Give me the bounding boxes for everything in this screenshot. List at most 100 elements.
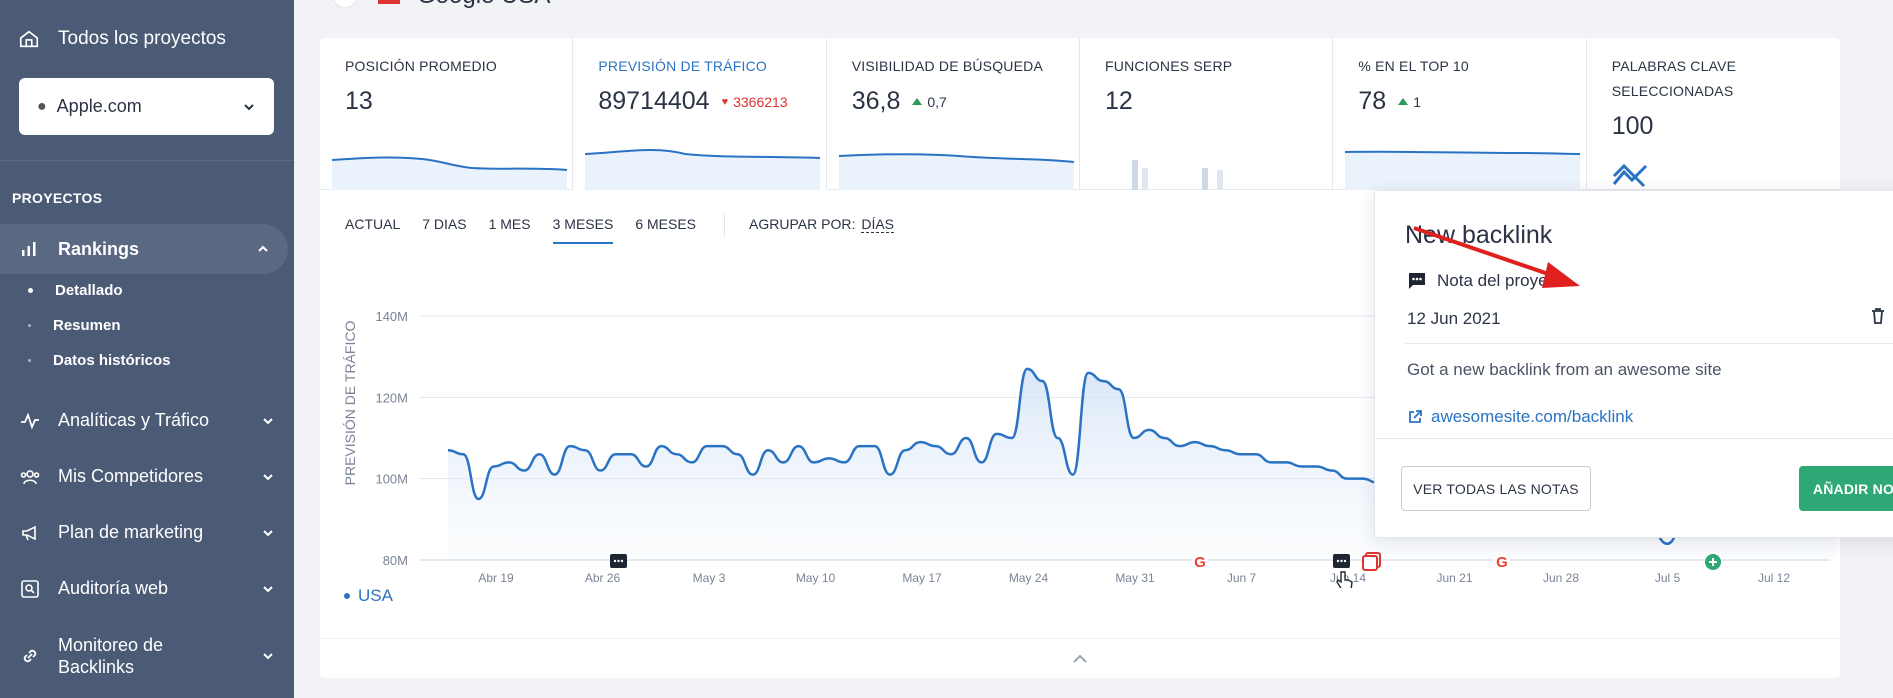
tab-actual[interactable]: ACTUAL [345, 216, 401, 232]
cursor-hand-icon [1336, 571, 1353, 588]
y-tick-label: 100M [375, 472, 408, 487]
chevron-up-icon [1073, 654, 1087, 663]
metric-label: POSICIÓN PROMEDIO [345, 58, 497, 74]
chart-legend[interactable]: USA [344, 586, 393, 606]
sparkline [332, 156, 567, 190]
metric-value: 100 [1611, 112, 1654, 140]
metric-top10[interactable]: % EN EL TOP 10 78 1 [1333, 38, 1587, 190]
tab-1-mes[interactable]: 1 MES [488, 216, 531, 232]
y-tick-label: 80M [383, 553, 408, 568]
metric-delta: 1 [1398, 94, 1421, 110]
note-type: Nota del proyecto [1407, 271, 1570, 291]
metrics-row: POSICIÓN PROMEDIO 13 PREVISIÓN DE TRÁFIC… [320, 38, 1840, 190]
chevron-down-icon [263, 473, 273, 480]
sidebar-subitem-label: Detallado [55, 282, 123, 299]
sidebar-subitem-resumen[interactable]: Resumen [28, 317, 121, 334]
chevron-down-icon [263, 653, 273, 660]
sidebar-item-label: Plan de marketing [58, 522, 204, 542]
google-marker[interactable]: G [1192, 554, 1208, 571]
sidebar-item-label: Rankings [58, 238, 140, 259]
bullet-icon [28, 324, 31, 327]
x-tick-label: Abr 26 [585, 571, 621, 585]
sidebar-item-competidores[interactable]: Mis Competidores [20, 466, 275, 487]
google-marker[interactable]: G [1494, 554, 1510, 571]
sidebar-item-rankings[interactable]: Rankings [0, 224, 288, 274]
metric-prevision-trafico[interactable]: PREVISIÓN DE TRÁFICO 89714404 ♥ 3366213 [573, 38, 827, 190]
users-icon [20, 469, 40, 484]
metric-label: VISIBILIDAD DE BÚSQUEDA [851, 58, 1044, 74]
group-by-select[interactable]: DÍAS [861, 216, 895, 233]
collapse-toggle[interactable] [320, 638, 1840, 678]
megaphone-icon [22, 525, 36, 540]
add-event-marker[interactable] [1705, 554, 1721, 570]
tab-separator [724, 214, 726, 236]
x-tick-label: May 3 [693, 571, 726, 585]
sidebar-item-plan-marketing[interactable]: Plan de marketing [20, 522, 275, 543]
note-date: 12 Jun 2021 [1407, 309, 1501, 328]
header-clip: Google USA [333, 0, 550, 9]
bar-chart-icon [22, 242, 36, 256]
popover-footer-divider [1375, 438, 1893, 439]
metric-label: FUNCIONES SERP [1105, 58, 1233, 74]
tab-3-meses[interactable]: 3 MESES [552, 216, 614, 244]
tab-6-meses[interactable]: 6 MESES [635, 216, 697, 232]
metric-posicion-promedio[interactable]: POSICIÓN PROMEDIO 13 [320, 38, 574, 190]
metric-value: 89714404 [598, 87, 710, 115]
note-type-label: Nota del proyecto [1437, 271, 1571, 290]
sidebar-item-label: Analíticas y Tráfico [58, 410, 210, 430]
sparkline-bars [1132, 160, 1224, 190]
tab-7-dias[interactable]: 7 DIAS [422, 216, 467, 232]
x-tick-label: Jul 5 [1655, 571, 1681, 585]
y-axis-label: PREVISIÓN DE TRÁFICO [342, 321, 358, 486]
note-marker[interactable] [610, 554, 627, 568]
sidebar-item-backlinks[interactable]: Monitoreo de Backlinks [20, 634, 275, 678]
period-tabs: ACTUAL 7 DIAS 1 MES 3 MESES 6 MESES AGRU… [345, 214, 895, 244]
sidebar-item-auditoria[interactable]: Auditoría web [20, 578, 275, 599]
note-actions [1870, 307, 1893, 325]
metric-funciones-serp[interactable]: FUNCIONES SERP 12 [1080, 38, 1334, 190]
note-link[interactable]: awesomesite.com/backlink [1407, 407, 1633, 427]
x-tick-label: Jun 21 [1436, 571, 1472, 585]
x-tick-label: May 24 [1009, 571, 1049, 585]
search-engine-label: Google USA [417, 0, 550, 9]
apple-icon: ● [37, 97, 47, 115]
note-marker[interactable] [1333, 554, 1350, 568]
trend-icon [1612, 163, 1647, 188]
note-popover: New backlink Nota del proyecto 12 Jun 20… [1374, 190, 1893, 538]
sidebar-item-label: Monitoreo de Backlinks [58, 635, 164, 677]
rankings-card: POSICIÓN PROMEDIO 13 PREVISIÓN DE TRÁFIC… [320, 38, 1893, 678]
metric-palabras-clave[interactable]: PALABRAS CLAVE SELECCIONADAS 100 [1587, 38, 1840, 190]
project-select-value: Apple.com [56, 96, 142, 116]
bullet-icon [28, 359, 31, 362]
chevron-down-icon [244, 103, 254, 110]
note-link-label: awesomesite.com/backlink [1431, 407, 1634, 426]
view-all-notes-button[interactable]: VER TODAS LAS NOTAS [1401, 466, 1591, 511]
sparkline [585, 148, 821, 190]
sidebar-subitem-datos-historicos[interactable]: Datos históricos [28, 352, 171, 369]
project-select[interactable]: ● Apple.com [19, 78, 274, 135]
search-engine-header: Google USA [320, 0, 1840, 18]
arrow-down-icon: ♥ [721, 95, 729, 108]
all-projects-link[interactable]: Todos los proyectos [18, 28, 226, 50]
sidebar-subitem-detallado[interactable]: Detallado [28, 282, 123, 299]
add-note-button[interactable]: AÑADIR NOTA [1799, 466, 1893, 511]
x-tick-label: Jun 28 [1543, 571, 1579, 585]
chevron-down-icon [263, 529, 273, 536]
trash-icon[interactable] [1870, 307, 1886, 325]
metric-delta: ♥ 3366213 [721, 93, 788, 110]
sidebar-subitem-label: Resumen [53, 317, 121, 334]
svg-text:G: G [1496, 554, 1508, 571]
chevron-down-icon [263, 417, 273, 424]
note-text: Got a new backlink from an awesome site [1407, 360, 1722, 379]
metric-visibilidad[interactable]: VISIBILIDAD DE BÚSQUEDA 36,8 0,7 [827, 38, 1081, 190]
y-tick-label: 140M [375, 309, 408, 324]
sidebar-item-analiticas[interactable]: Analíticas y Tráfico [20, 410, 275, 431]
group-by: AGRUPAR POR: DÍAS [749, 216, 895, 244]
annotation-arrow [1413, 226, 1580, 288]
link-icon [23, 649, 37, 663]
backlink-marker[interactable] [1362, 552, 1381, 571]
comment-icon [1409, 273, 1425, 289]
arrow-up-icon [1398, 98, 1409, 105]
arrow-up-icon [912, 98, 923, 105]
sidebar-subitem-label: Datos históricos [53, 352, 171, 369]
